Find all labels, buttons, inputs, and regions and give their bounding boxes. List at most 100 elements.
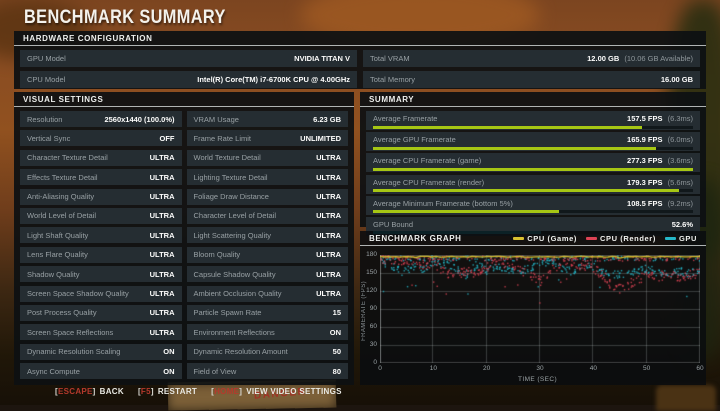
setting-row: Post Process Quality ULTRA: [20, 304, 182, 321]
setting-row-value: 15: [332, 308, 341, 318]
setting-row-value: ULTRA: [149, 289, 175, 299]
summary-row-label: Average CPU Framerate (game): [373, 156, 482, 166]
setting-row: Screen Space Reflections ULTRA: [20, 324, 182, 341]
setting-row-label: Anti-Aliasing Quality: [27, 192, 95, 202]
setting-row: VRAM Usage 6.23 GB: [186, 111, 348, 127]
setting-row: Screen Space Shadow Quality ULTRA: [20, 285, 182, 302]
benchmark-plot: FRAMERATE (FPS) TIME (SEC) 180 150 120 90 60…: [360, 245, 706, 385]
x-axis-label: TIME (SEC): [518, 376, 558, 383]
y-tick-label: 120: [366, 287, 377, 294]
summary-row-line: Average CPU Framerate (render) 179.3 FPS …: [373, 177, 693, 188]
setting-row-label: Ambient Occlusion Quality: [193, 289, 282, 299]
setting-row-label: Screen Space Shadow Quality: [27, 289, 129, 299]
setting-row-value: ULTRA: [149, 250, 175, 260]
setting-row-label: Character Texture Detail: [27, 153, 108, 163]
hint-bracket: ]: [92, 387, 96, 396]
summary-row-line: Average CPU Framerate (game) 277.3 FPS (3…: [373, 155, 693, 166]
hardware-row: Total Memory 16.00 GB: [363, 71, 700, 88]
setting-row-value: ULTRA: [149, 327, 175, 337]
hint-view-video-settings[interactable]: [HOME] VIEW VIDEO SETTINGS: [211, 387, 342, 396]
legend-label: CPU (Game): [527, 233, 577, 243]
summary-row-label: Average Minimum Framerate (bottom 5%): [373, 198, 513, 208]
setting-row-value: ON: [329, 327, 341, 337]
hint-key: ESCAPE: [57, 387, 93, 396]
hint-key: F5: [140, 387, 151, 396]
setting-row: Character Level of Detail ULTRA: [186, 207, 348, 224]
footer-key-hints: [ESCAPE] BACK [F5] RESTART [HOME] VIEW VIDEO …: [55, 387, 342, 396]
hardware-rows: GPU Model NVIDIA TITAN V CPU Model Intel(R)…: [20, 50, 700, 88]
setting-row: Field of View 80: [186, 363, 348, 380]
hardware-configuration-title: HARDWARE CONFIGURATION: [23, 33, 153, 43]
y-tick-label: 90: [369, 305, 377, 312]
setting-row-label: World Texture Detail: [193, 153, 261, 163]
summary-row-note: (6.3ms): [665, 114, 693, 123]
setting-row-value: ON: [163, 347, 175, 357]
summary-bar: [373, 146, 657, 150]
summary-row-label: Average GPU Framerate: [373, 135, 456, 145]
setting-row-value: 6.23 GB: [313, 114, 341, 124]
setting-row-value: ULTRA: [149, 153, 175, 163]
setting-row: Light Shaft Quality ULTRA: [20, 227, 182, 244]
legend-item-gpu: GPU: [664, 231, 697, 246]
summary-row-value: 179.3 FPS (5.6ms): [627, 177, 693, 187]
summary-row: Average CPU Framerate (render) 179.3 FPS …: [366, 174, 700, 194]
setting-row-label: Particle Spawn Rate: [193, 308, 262, 318]
summary-bar-track: [373, 167, 693, 171]
hint-bracket: [: [55, 387, 58, 396]
hardware-row-note: (10.06 GB Available): [622, 54, 693, 63]
hardware-row-value: NVIDIA TITAN V: [294, 54, 350, 63]
setting-row-value: ULTRA: [316, 269, 341, 279]
setting-row-value: 80: [332, 366, 341, 376]
setting-row-value: ULTRA: [149, 308, 175, 318]
hint-back[interactable]: [ESCAPE] BACK: [55, 387, 124, 396]
setting-row-value: ULTRA: [149, 192, 175, 202]
legend-label: GPU: [678, 233, 697, 243]
x-tick-label: 30: [536, 365, 544, 372]
hint-bracket: ]: [150, 387, 154, 396]
visual-settings-header: VISUAL SETTINGS: [14, 92, 354, 107]
setting-row: Effects Texture Detail ULTRA: [20, 169, 182, 186]
setting-row: Shadow Quality ULTRA: [20, 266, 182, 283]
setting-row-value: ULTRA: [316, 250, 341, 260]
setting-row-label: VRAM Usage: [193, 114, 239, 124]
summary-bar: [373, 189, 679, 193]
setting-row-label: Dynamic Resolution Amount: [193, 347, 288, 357]
summary-row: Average GPU Framerate 165.9 FPS (6.0ms): [366, 132, 700, 152]
y-tick-label: 30: [369, 341, 377, 348]
summary-rows: Average Framerate 157.5 FPS (6.3ms) Averag…: [366, 111, 700, 238]
setting-row: Dynamic Resolution Amount 50: [186, 343, 348, 360]
setting-row: Dynamic Resolution Scaling ON: [20, 343, 182, 360]
legend-item-cpu-game-: CPU (Game): [513, 231, 577, 246]
summary-row-value: 277.3 FPS (3.6ms): [627, 156, 693, 166]
visual-settings-rows: Resolution 2560x1440 (100.0%) Vertical Syn…: [20, 111, 348, 380]
setting-row-value: ULTRA: [149, 211, 175, 221]
hint-restart[interactable]: [F5] RESTART: [138, 387, 197, 396]
summary-row: Average Framerate 157.5 FPS (6.3ms): [366, 111, 700, 130]
setting-row-label: Character Level of Detail: [193, 211, 277, 221]
hardware-row: Total VRAM 12.00 GB (10.06 GB Available): [363, 50, 700, 67]
legend-swatch-icon: [664, 236, 676, 240]
x-tick-label: 10: [429, 365, 437, 372]
scene-barrel: [656, 385, 716, 411]
setting-row-label: Screen Space Reflections: [27, 327, 114, 337]
benchmark-graph-title: BENCHMARK GRAPH: [369, 233, 462, 243]
setting-row-label: Capsule Shadow Quality: [193, 269, 276, 279]
setting-row: Resolution 2560x1440 (100.0%): [20, 111, 182, 127]
setting-row-value: ULTRA: [316, 192, 341, 202]
summary-row-note: (9.2ms): [665, 198, 693, 208]
benchmark-graph-header: BENCHMARK GRAPH CPU (Game) CPU (Render) GP…: [360, 231, 706, 246]
setting-row-label: Light Shaft Quality: [27, 230, 89, 240]
legend-swatch-icon: [513, 236, 525, 240]
hardware-row-label: CPU Model: [27, 75, 66, 84]
setting-row-value: ULTRA: [316, 172, 341, 182]
summary-row: Average Minimum Framerate (bottom 5%) 108…: [366, 195, 700, 215]
benchmark-graph-panel: BENCHMARK GRAPH CPU (Game) CPU (Render) GP…: [360, 231, 706, 385]
summary-row-note: (5.6ms): [665, 177, 693, 187]
hardware-configuration-header: HARDWARE CONFIGURATION: [14, 31, 706, 46]
setting-row: Capsule Shadow Quality ULTRA: [186, 266, 348, 283]
setting-row: Anti-Aliasing Quality ULTRA: [20, 188, 182, 205]
graph-legend: CPU (Game) CPU (Render) GPU: [513, 231, 697, 246]
setting-row-value: 2560x1440 (100.0%): [104, 114, 175, 124]
y-tick-label: 60: [369, 323, 377, 330]
hint-key: HOME: [214, 387, 240, 396]
